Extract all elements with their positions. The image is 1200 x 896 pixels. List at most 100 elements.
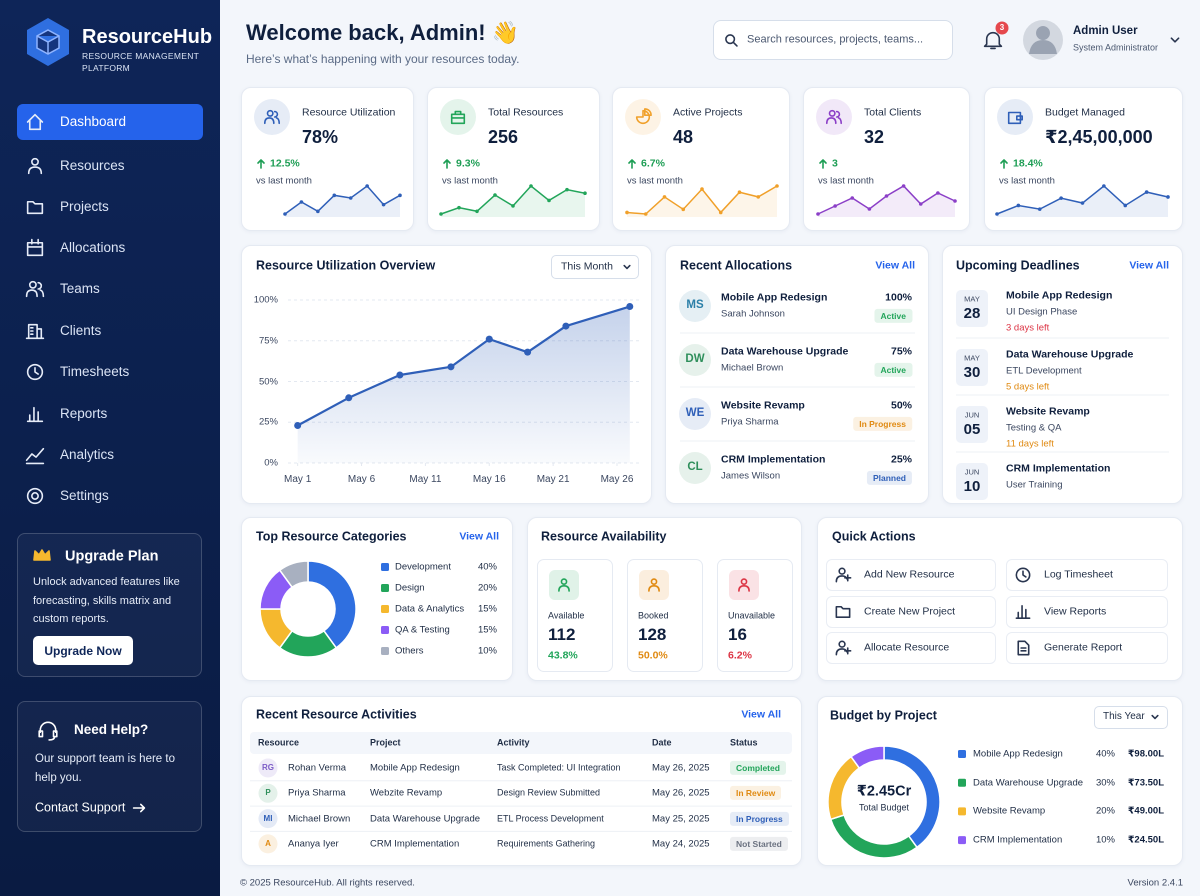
column-header: Date xyxy=(652,737,672,748)
phase-name: Testing & QA xyxy=(1006,422,1062,434)
nav-item[interactable]: Dashboard xyxy=(60,113,127,129)
date-day: 30 xyxy=(963,364,981,381)
nav-item[interactable]: Timesheets xyxy=(60,363,130,379)
legend-value: 10% xyxy=(477,645,497,657)
quick-action[interactable] xyxy=(826,595,996,628)
kpi-change: 12.5% xyxy=(270,157,300,170)
cell-project: Data Warehouse Upgrade xyxy=(370,812,481,824)
availability-label: Booked xyxy=(638,610,669,621)
upgrade-button-label[interactable]: Upgrade Now xyxy=(44,643,122,658)
project-name: Mobile App Redesign xyxy=(721,291,828,304)
kpi-change: 6.7% xyxy=(641,157,665,170)
footer-copyright: © 2025 ResourceHub. All rights reserved. xyxy=(240,877,415,889)
date-day: 28 xyxy=(963,305,981,322)
legend-value: 15% xyxy=(477,624,497,636)
y-tick-label: 75% xyxy=(258,335,278,347)
allocations-card xyxy=(665,245,929,504)
availability-box xyxy=(537,559,613,672)
view-all-link[interactable]: View All xyxy=(875,259,915,272)
availability-label: Unavailable xyxy=(728,610,776,621)
person-name: Sarah Johnson xyxy=(721,308,785,320)
project-name: CRM Implementation xyxy=(1006,462,1111,475)
status-badge: In Progress xyxy=(853,416,912,432)
nav-item[interactable]: Analytics xyxy=(60,446,115,462)
availability-share: 6.2% xyxy=(728,649,752,662)
brand-tagline: RESOURCE MANAGEMENT PLATFORM xyxy=(82,51,200,73)
y-tick-label: 50% xyxy=(258,375,278,387)
quick-action-label[interactable]: Allocate Resource xyxy=(864,641,950,654)
avatar-initials: RG xyxy=(262,763,274,773)
card-title: Resource Availability xyxy=(541,529,667,544)
help-link[interactable]: Contact Support xyxy=(35,800,126,815)
nav-item[interactable]: Settings xyxy=(60,487,109,503)
period-label[interactable]: This Month xyxy=(561,260,613,273)
legend-label: Development xyxy=(395,561,451,573)
period-dropdown[interactable] xyxy=(1094,706,1168,729)
date-month: JUN xyxy=(964,467,980,477)
nav-item[interactable]: Resources xyxy=(60,157,125,173)
cell-activity: Requirements Gathering xyxy=(497,838,596,849)
status-badge: Active xyxy=(874,308,912,324)
brand-name: ResourceHub xyxy=(82,26,213,48)
quick-action-label[interactable]: Create New Project xyxy=(864,605,956,618)
view-all-link[interactable]: View All xyxy=(741,708,781,721)
cell-project: Webzite Revamp xyxy=(370,787,443,799)
help-title: Need Help? xyxy=(74,721,149,737)
quick-action[interactable] xyxy=(1006,632,1168,664)
phase-name: UI Design Phase xyxy=(1006,306,1078,318)
table-header-bg xyxy=(250,732,792,754)
user-name[interactable]: Admin User xyxy=(1073,25,1138,38)
kpi-value: 78% xyxy=(302,127,339,148)
kpi-value: ₹2,45,00,000 xyxy=(1045,127,1153,148)
kpi-change: 9.3% xyxy=(456,157,480,170)
person-name: Priya Sharma xyxy=(721,416,779,428)
project-name: CRM Implementation xyxy=(721,453,826,466)
search-placeholder[interactable]: Search resources, projects, teams... xyxy=(747,33,924,46)
legend-label: Data & Analytics xyxy=(395,603,465,615)
availability-count: 128 xyxy=(638,624,667,644)
days-left: 11 days left xyxy=(1006,438,1054,450)
kpi-value: 32 xyxy=(864,127,885,148)
kpi-label: Budget Managed xyxy=(1045,106,1125,119)
quick-action-label[interactable]: Add New Resource xyxy=(864,568,955,581)
quick-action[interactable] xyxy=(1006,559,1168,591)
cell-date: May 24, 2025 xyxy=(652,838,710,850)
quick-action[interactable] xyxy=(826,559,996,591)
availability-box xyxy=(627,559,703,672)
quick-action-label[interactable]: Generate Report xyxy=(1044,641,1123,654)
quick-action[interactable] xyxy=(1006,595,1168,628)
view-all-link[interactable]: View All xyxy=(459,530,499,543)
kpi-label: Total Resources xyxy=(488,106,564,119)
person-name: Michael Brown xyxy=(721,362,784,374)
quick-action-label[interactable]: View Reports xyxy=(1044,605,1107,618)
cell-activity: Design Review Submitted xyxy=(497,787,601,798)
quick-action-label[interactable]: Log Timesheet xyxy=(1044,568,1113,581)
project-name: Website Revamp xyxy=(721,399,805,412)
project-name: Website Revamp xyxy=(1006,405,1090,418)
legend-label: Data Warehouse Upgrade xyxy=(973,776,1084,788)
date-day: 05 xyxy=(963,421,981,438)
kpi-change: 3 xyxy=(832,157,838,170)
view-all-link[interactable]: View All xyxy=(1129,259,1169,272)
avatar-initials: CL xyxy=(687,461,703,474)
period-label[interactable]: This Year xyxy=(1103,711,1145,722)
cell-project: CRM Implementation xyxy=(370,838,460,850)
kpi-note: vs last month xyxy=(627,175,683,187)
cell-project: Mobile App Redesign xyxy=(370,762,460,774)
nav-item[interactable]: Reports xyxy=(60,405,108,421)
card-title: Quick Actions xyxy=(832,529,916,544)
search-box[interactable] xyxy=(713,20,953,60)
nav-item[interactable]: Teams xyxy=(60,280,100,296)
status-badge: In Progress xyxy=(730,811,789,826)
status-badge: In Review xyxy=(730,786,782,801)
date-month: JUN xyxy=(964,410,980,420)
days-left: 3 days left xyxy=(1006,322,1050,334)
nav-item[interactable]: Clients xyxy=(60,322,102,338)
nav-item[interactable]: Allocations xyxy=(60,239,126,255)
nav-item[interactable]: Projects xyxy=(60,198,109,214)
upgrade-button[interactable] xyxy=(33,636,133,665)
availability-share: 43.8% xyxy=(548,649,578,662)
date-box xyxy=(956,463,988,500)
quick-action[interactable] xyxy=(826,632,996,664)
